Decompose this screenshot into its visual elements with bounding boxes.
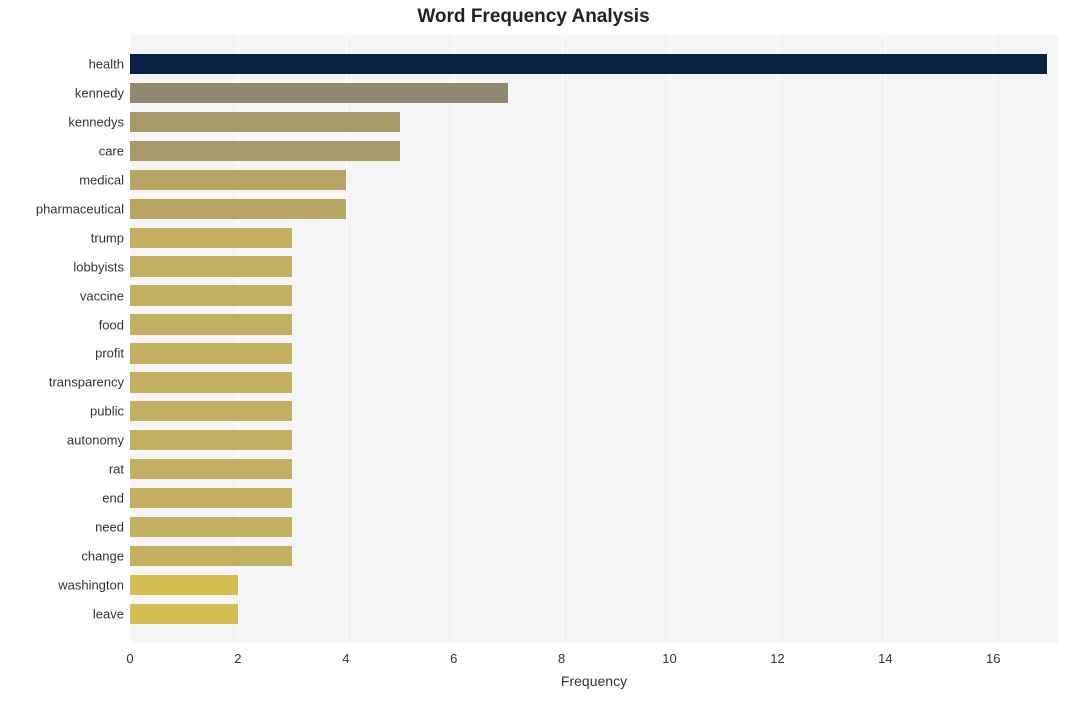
y-tick-label: autonomy bbox=[67, 433, 124, 448]
y-tick-label: leave bbox=[93, 607, 124, 622]
x-tick-label: 16 bbox=[986, 651, 1000, 666]
x-tick-label: 10 bbox=[662, 651, 676, 666]
y-tick-label: washington bbox=[58, 578, 124, 593]
bar bbox=[130, 459, 292, 479]
bar bbox=[130, 54, 1047, 74]
y-tick-label: health bbox=[89, 56, 124, 71]
y-tick-label: care bbox=[99, 143, 124, 158]
y-tick-label: public bbox=[90, 404, 124, 419]
y-tick-label: medical bbox=[79, 172, 124, 187]
bar bbox=[130, 546, 292, 566]
x-tick-label: 8 bbox=[558, 651, 565, 666]
y-tick-label: kennedy bbox=[75, 85, 124, 100]
bar bbox=[130, 372, 292, 392]
y-tick-label: food bbox=[99, 317, 124, 332]
bar bbox=[130, 343, 292, 363]
bar bbox=[130, 314, 292, 334]
x-tick-label: 4 bbox=[342, 651, 349, 666]
grid-line bbox=[777, 35, 778, 643]
bar bbox=[130, 228, 292, 248]
bar bbox=[130, 141, 400, 161]
y-tick-label: end bbox=[102, 491, 124, 506]
bar bbox=[130, 488, 292, 508]
x-tick-label: 2 bbox=[234, 651, 241, 666]
grid-line bbox=[993, 35, 994, 643]
x-tick-label: 6 bbox=[450, 651, 457, 666]
y-tick-label: kennedys bbox=[68, 114, 124, 129]
y-tick-label: change bbox=[81, 549, 124, 564]
grid-line bbox=[885, 35, 886, 643]
bar bbox=[130, 83, 508, 103]
y-tick-label: profit bbox=[95, 346, 124, 361]
bar bbox=[130, 199, 346, 219]
y-tick-label: pharmaceutical bbox=[36, 201, 124, 216]
chart-title: Word Frequency Analysis bbox=[0, 6, 1067, 28]
y-tick-label: transparency bbox=[49, 375, 124, 390]
bar bbox=[130, 285, 292, 305]
y-tick-label: rat bbox=[109, 462, 124, 477]
x-tick-label: 12 bbox=[770, 651, 784, 666]
bar bbox=[130, 256, 292, 276]
x-tick-label: 14 bbox=[878, 651, 892, 666]
grid-line bbox=[454, 35, 455, 643]
x-axis-label: Frequency bbox=[130, 673, 1058, 689]
plot-area bbox=[130, 35, 1058, 643]
bar bbox=[130, 575, 238, 595]
y-tick-label: lobbyists bbox=[73, 259, 124, 274]
chart-container: Word Frequency Analysis Frequency 0 2 4 6 8 1… bbox=[0, 0, 1067, 701]
grid-line bbox=[670, 35, 671, 643]
x-tick-label: 0 bbox=[126, 651, 133, 666]
bar bbox=[130, 517, 292, 537]
y-tick-label: vaccine bbox=[80, 288, 124, 303]
y-tick-label: need bbox=[95, 520, 124, 535]
grid-line bbox=[562, 35, 563, 643]
y-tick-label: trump bbox=[91, 230, 124, 245]
bar bbox=[130, 112, 400, 132]
bar bbox=[130, 604, 238, 624]
bar bbox=[130, 430, 292, 450]
bar bbox=[130, 170, 346, 190]
bar bbox=[130, 401, 292, 421]
